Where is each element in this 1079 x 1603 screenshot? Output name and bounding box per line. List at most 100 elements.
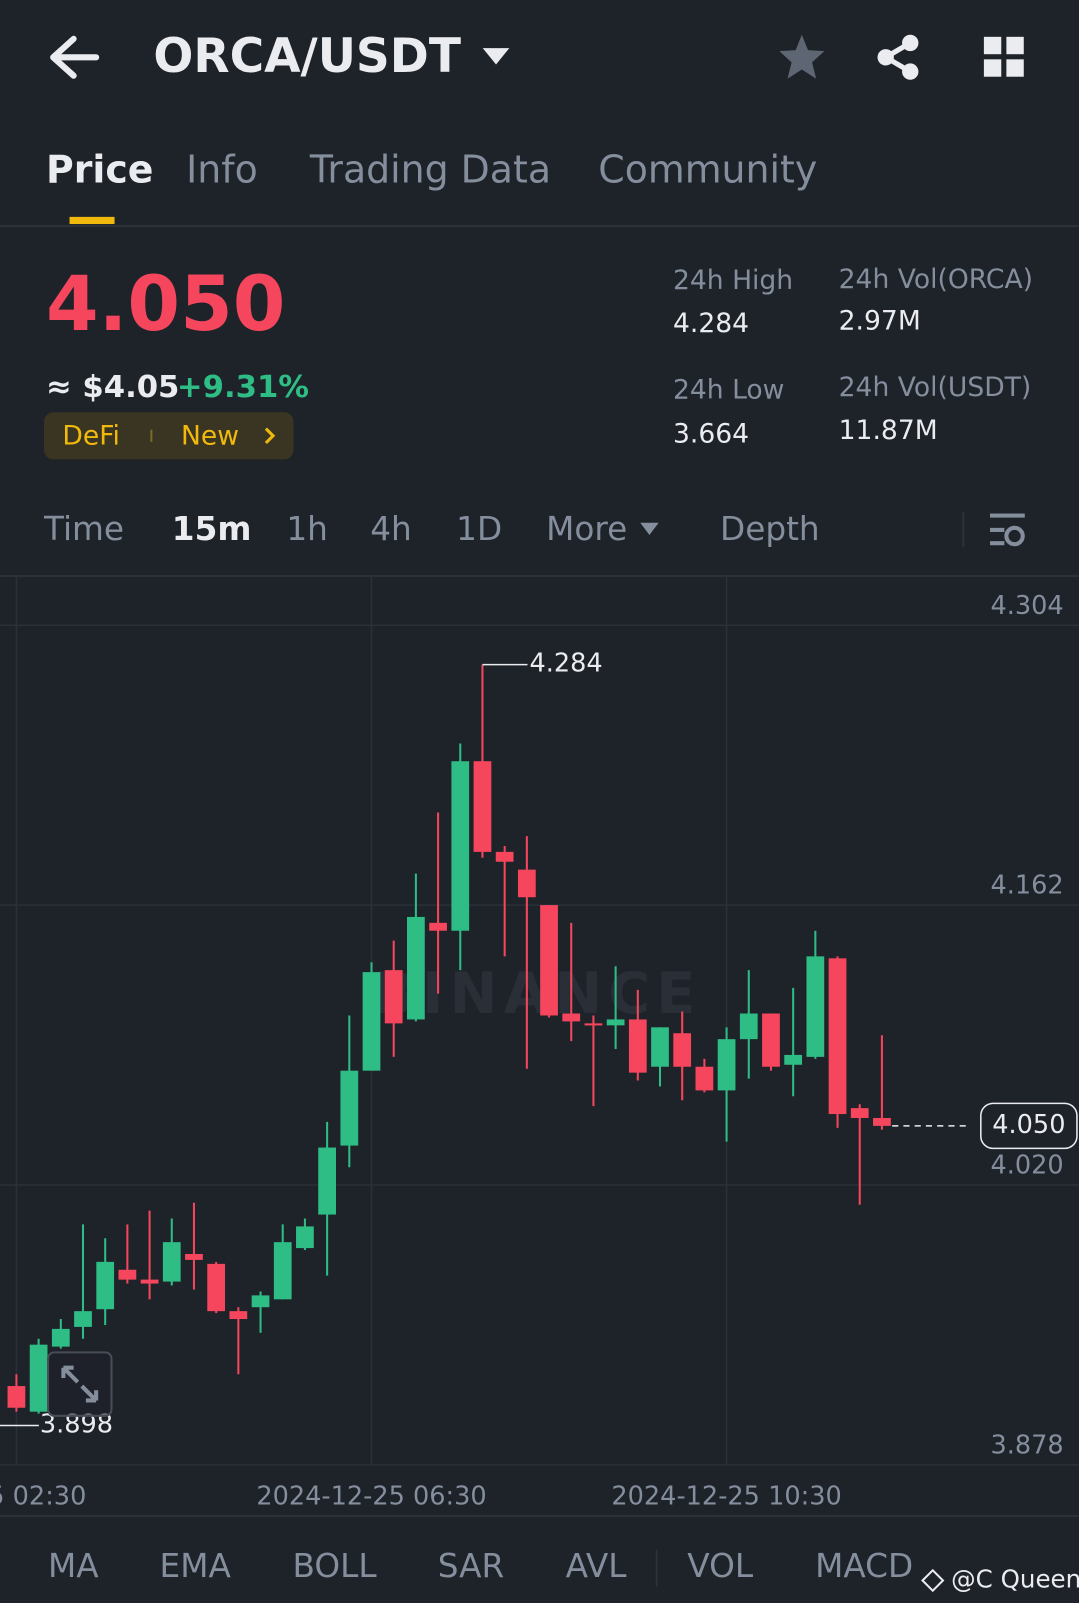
- grid-cell: [1006, 36, 1024, 55]
- tag[interactable]: DeFi: [62, 420, 120, 451]
- watermark: BINANCE: [372, 960, 701, 1027]
- stat-value: 4.284: [673, 308, 749, 339]
- indicator[interactable]: AVL: [566, 1547, 628, 1585]
- candle-body: [695, 1066, 714, 1091]
- candle-body: [162, 1242, 181, 1282]
- y-tick-label: 4.020: [990, 1151, 1063, 1181]
- tab[interactable]: Price: [46, 147, 153, 191]
- candle-body: [96, 1261, 115, 1310]
- candle-body: [651, 1027, 669, 1067]
- expand-icon: [61, 1365, 99, 1403]
- tag-box[interactable]: [43, 412, 294, 460]
- candle-body: [340, 1070, 359, 1146]
- share-dot: [902, 34, 919, 52]
- candle-body: [739, 1013, 758, 1040]
- interval[interactable]: 15m: [172, 510, 252, 548]
- interval[interactable]: Depth: [720, 510, 820, 548]
- settings-bar: [990, 513, 1025, 518]
- interval[interactable]: 4h: [370, 510, 412, 548]
- expand-button[interactable]: [47, 1351, 113, 1417]
- stat-label: 24h Vol(ORCA): [839, 264, 1033, 295]
- chart-settings[interactable]: [990, 513, 1025, 547]
- share-dot: [902, 63, 919, 80]
- tab[interactable]: Info: [186, 147, 258, 191]
- candle-body: [828, 958, 847, 1115]
- back-button[interactable]: [50, 35, 100, 79]
- candle-body: [296, 1226, 314, 1249]
- stat-value: 3.664: [673, 418, 749, 449]
- candle-body: [118, 1269, 137, 1280]
- last-price: 4.050: [46, 260, 285, 348]
- high-marker: 4.284: [530, 649, 603, 679]
- pair-title[interactable]: ORCA/USDT: [153, 29, 461, 84]
- candle-body: [606, 1019, 625, 1026]
- indicator[interactable]: VOL: [687, 1547, 754, 1585]
- grid-menu[interactable]: [983, 36, 1024, 77]
- candle-body: [673, 1033, 692, 1067]
- candle-body: [362, 972, 381, 1071]
- interval[interactable]: 1h: [286, 510, 328, 548]
- y-tick-label: 4.162: [990, 871, 1063, 901]
- grid-cell: [983, 59, 1002, 77]
- x-tick-label: 2024-12-25 10:30: [611, 1482, 841, 1512]
- x-tick-label: 2024-12-25 06:30: [256, 1482, 486, 1512]
- usd-price: ≈ $4.05: [46, 370, 179, 405]
- candlestick-chart: BINANCE 4.304 4.162 4.020 3.878 2-25 02:30 20…: [0, 575, 1079, 1512]
- settings-bar: [990, 527, 1005, 532]
- more-dropdown[interactable]: [640, 522, 659, 536]
- interval[interactable]: 1D: [456, 510, 502, 548]
- price-change: +9.31%: [177, 370, 309, 405]
- indicator[interactable]: SAR: [438, 1547, 504, 1585]
- candle-body: [628, 1019, 647, 1073]
- candle-body: [251, 1295, 270, 1308]
- stat-label: 24h Low: [673, 374, 784, 405]
- user-watermark: @C Queen: [951, 1564, 1079, 1593]
- candle-body: [318, 1147, 336, 1215]
- candle-body: [7, 1386, 26, 1408]
- candle-body: [451, 761, 470, 931]
- candle-body: [229, 1311, 248, 1320]
- candle-body: [51, 1328, 70, 1347]
- stat-value: 11.87M: [839, 415, 938, 446]
- back-arrow: [50, 35, 100, 79]
- indicator[interactable]: MA: [48, 1547, 99, 1585]
- pair-dropdown[interactable]: [482, 48, 510, 65]
- stat-label: 24h Vol(USDT): [839, 372, 1032, 403]
- interval[interactable]: More: [546, 510, 627, 548]
- grid-cell: [983, 36, 1002, 55]
- candle-body: [762, 1013, 780, 1067]
- candle-body: [517, 869, 536, 898]
- candle-body: [429, 922, 447, 931]
- candle-body: [784, 1054, 803, 1065]
- expand-box: [47, 1351, 113, 1417]
- candle-body: [140, 1279, 159, 1284]
- candle-body: [473, 761, 492, 852]
- candle-body: [495, 851, 514, 862]
- candle-body: [185, 1253, 203, 1260]
- candle-body: [806, 956, 825, 1057]
- last-price-box: [980, 1102, 1078, 1150]
- share-dot: [877, 49, 894, 66]
- user-watermark-icon: [921, 1568, 945, 1593]
- indicator[interactable]: EMA: [160, 1547, 232, 1585]
- candle-body: [584, 1023, 603, 1026]
- favorite-star[interactable]: [779, 34, 825, 79]
- tab-indicator: [69, 216, 115, 225]
- interval[interactable]: Time: [43, 510, 124, 548]
- candle-body: [407, 916, 425, 1020]
- candle-body: [384, 970, 403, 1024]
- x-tick-label: 2-25 02:30: [0, 1482, 86, 1512]
- candle-body: [540, 905, 558, 1016]
- grid-cell: [1006, 59, 1024, 77]
- indicator[interactable]: MACD: [815, 1547, 913, 1585]
- candle-body: [873, 1117, 891, 1126]
- tag[interactable]: New: [181, 420, 239, 451]
- candle-body: [29, 1344, 48, 1412]
- stat-label: 24h High: [673, 265, 793, 296]
- indicator[interactable]: BOLL: [293, 1547, 378, 1585]
- tab[interactable]: Community: [598, 147, 817, 191]
- tab[interactable]: Trading Data: [309, 147, 551, 191]
- share-button[interactable]: [877, 34, 919, 80]
- candle-body: [850, 1108, 869, 1118]
